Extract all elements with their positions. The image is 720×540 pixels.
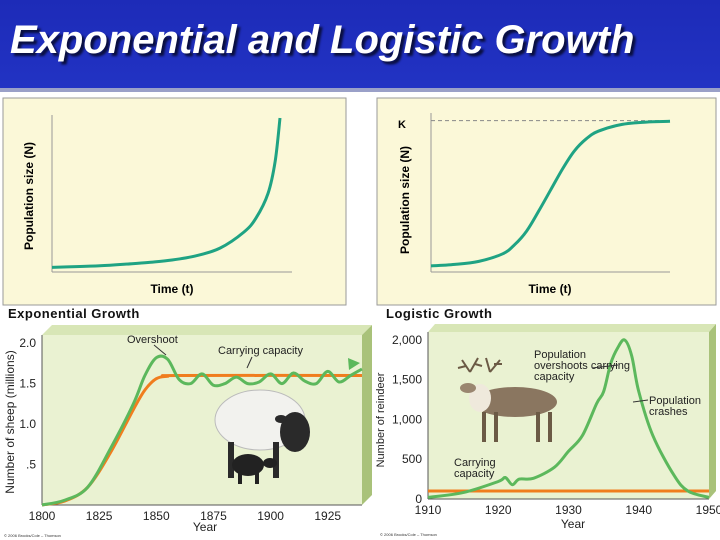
reindeer-x-tick-label: 1940 [625,503,652,517]
reindeer-population-curve [427,338,710,499]
reindeer-annotation-pointer [591,364,619,369]
reindeer-carrying-capacity-annotation-line: Carrying [454,457,496,469]
overshoot-reindeer-annotation-line: overshoots carrying [534,360,630,372]
population-crashes-annotation: Population crashes [649,395,701,418]
overshoot-pointer [153,344,167,356]
sheep-arrowhead [348,358,360,370]
slide-title: Exponential and Logistic Growth [10,18,635,62]
reindeer-xlabel: Year [561,517,585,531]
population-crashes-annotation-line: Population [649,395,701,407]
sheep-ylabel: Number of sheep (millions) [3,350,17,493]
sheep-panel-side-face [362,325,372,505]
reindeer-y-tick-label: 1,500 [392,373,422,387]
sheep-x-tick-label: 1800 [29,509,56,523]
reindeer-annotation-pointer [632,399,649,403]
exponential-xlabel: Time (t) [150,282,193,296]
logistic-caption: Logistic Growth [386,306,492,321]
sheep-y-tick-label: 1.5 [19,377,36,391]
reindeer-y-tick-label: 1,000 [392,412,422,426]
exponential-panel: Population size (N) Time (t) [2,97,347,306]
sheep-xlabel: Year [193,520,217,534]
reindeer-carrying-capacity-annotation: Carrying capacity [454,457,496,480]
reindeer-illustration [457,357,557,442]
overshoot-reindeer-annotation-line: capacity [534,371,575,383]
sheep-y-tick-label: 1.0 [19,417,36,431]
logistic-curve [430,119,671,268]
reindeer-x-tick-label: 1950 [696,503,720,517]
reindeer-y-tick-label: 500 [402,452,422,466]
reindeer-panel-background [428,332,709,499]
sheep-panel-background [42,335,362,505]
logistic-panel-background [376,97,717,306]
title-rule [0,88,720,92]
reindeer-x-tick-label: 1920 [485,503,512,517]
sheep-x-tick-label: 1900 [257,509,284,523]
sheep-x-tick-label: 1875 [200,509,227,523]
exponential-caption: Exponential Growth [8,306,140,321]
exponential-panel-background [2,97,347,306]
exponential-curve [51,117,282,269]
title-bar: Exponential and Logistic Growth [0,0,720,92]
k-label: K [398,119,406,131]
population-crashes-annotation-line: crashes [649,406,688,418]
reindeer-tick-labels: 1910 1920 1930 1940 1950 0 500 1,000 1,500 2,000 [392,333,720,517]
logistic-ylabel: Population size (N) [398,146,412,254]
logistic-panel: K Population size (N) Time (t) [376,97,717,306]
overshoot-reindeer-annotation: Population overshoots carrying capacity [534,349,630,383]
copyright-right: © 2006 Brooks/Cole – Thomson [380,532,437,537]
sheep-x-tick-label: 1850 [143,509,170,523]
sheep-panel: 1800 1825 1850 1875 1900 1925 .5 1.0 1.5 2.0 Over… [3,325,372,538]
reindeer-x-tick-label: 1910 [415,503,442,517]
reindeer-ylabel: Number of reindeer [375,372,387,467]
logistic-xlabel: Time (t) [528,282,571,296]
overshoot-annotation: Overshoot [127,334,178,346]
reindeer-panel: 1910 1920 1930 1940 195005001,0001,5002,000 … [375,324,720,537]
copyright-left: © 2006 Brooks/Cole – Thomson [4,533,61,538]
exponential-ylabel: Population size (N) [22,142,36,250]
sheep-y-tick-label: .5 [26,458,36,472]
reindeer-panel-top-face [428,324,716,332]
reindeer-carrying-capacity-annotation-line: capacity [454,468,495,480]
sheep-x-tick-label: 1825 [86,509,113,523]
reindeer-y-tick-label: 0 [415,492,422,506]
sheep-tick-labels: 1800 1825 1850 1875 1900 1925 .5 1.0 1.5 2.0 [19,336,341,523]
sheep-illustration [214,389,310,484]
sheep-y-tick-label: 2.0 [19,336,36,350]
sheep-x-tick-label: 1925 [314,509,341,523]
sheep-population-curve [41,354,363,507]
sheep-carrying-capacity-annotation: Carrying capacity [218,345,303,357]
carrying-capacity-pointer [246,356,253,369]
reindeer-x-tick-label: 1930 [555,503,582,517]
reindeer-y-tick-label: 2,000 [392,333,422,347]
reindeer-panel-side-face [709,324,716,499]
sheep-panel-top-face [42,325,372,335]
